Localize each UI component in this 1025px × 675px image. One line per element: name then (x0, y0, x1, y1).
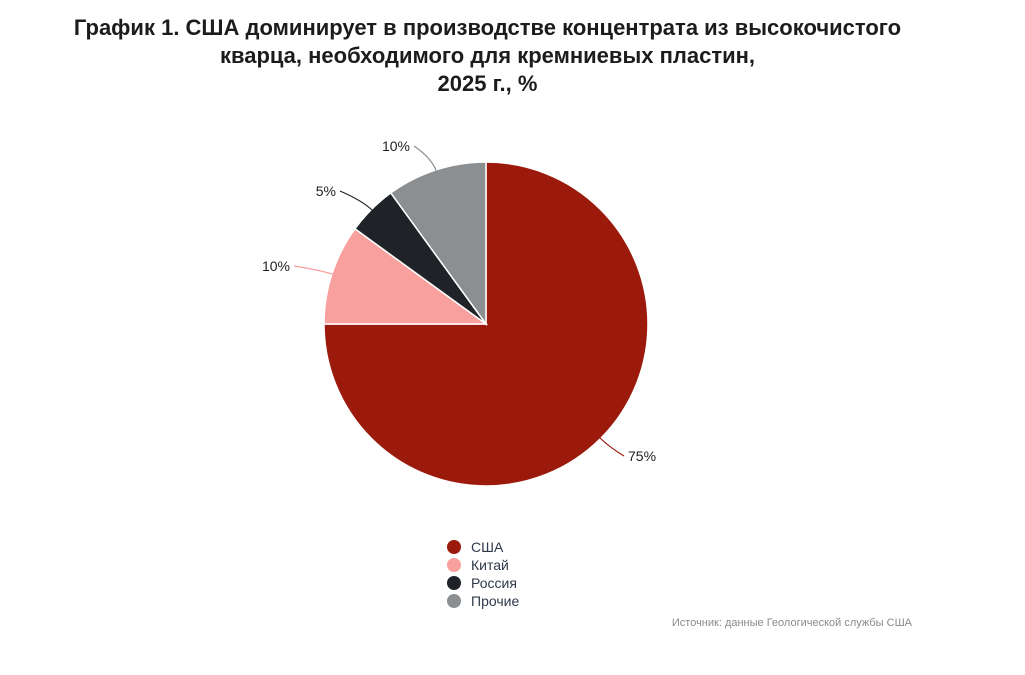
source-note: Источник: данные Геологической службы СШ… (671, 617, 912, 629)
data-label-2: 10% (262, 258, 290, 274)
leader-line-4 (413, 145, 438, 173)
data-labels: 75% 10% 5% 10% (262, 138, 656, 464)
data-label-4: 10% (382, 138, 410, 154)
leader-line-3 (339, 190, 374, 212)
legend-label-1: США (471, 539, 504, 555)
pie-slices (323, 161, 649, 487)
legend-item-1: США (447, 538, 519, 556)
legend-label-3: Россия (471, 575, 517, 591)
legend-swatch-4 (447, 594, 461, 608)
data-label-3: 5% (316, 183, 336, 199)
legend-label-4: Прочие (471, 593, 520, 609)
leader-lines (293, 145, 625, 457)
data-label-1: 75% (628, 448, 656, 464)
chart-title-line-2: кварца, необходимого для кремниевых плас… (219, 43, 756, 68)
chart-title-line-3: 2025 г., % (437, 71, 538, 96)
legend-swatch-3 (447, 576, 461, 590)
legend-item-2: Китай (447, 556, 519, 574)
chart-title: График 1. США доминирует в производстве … (0, 14, 975, 98)
legend-item-4: Прочие (447, 592, 519, 610)
legend-item-3: Россия (447, 574, 519, 592)
legend-label-2: Китай (471, 557, 509, 573)
leader-line-1 (598, 436, 625, 457)
leader-line-2 (293, 265, 335, 276)
chart-title-line-1: График 1. США доминирует в производстве … (73, 15, 902, 40)
legend-swatch-2 (447, 558, 461, 572)
legend-swatch-1 (447, 540, 461, 554)
legend: США Китай Россия Прочие (447, 538, 519, 610)
